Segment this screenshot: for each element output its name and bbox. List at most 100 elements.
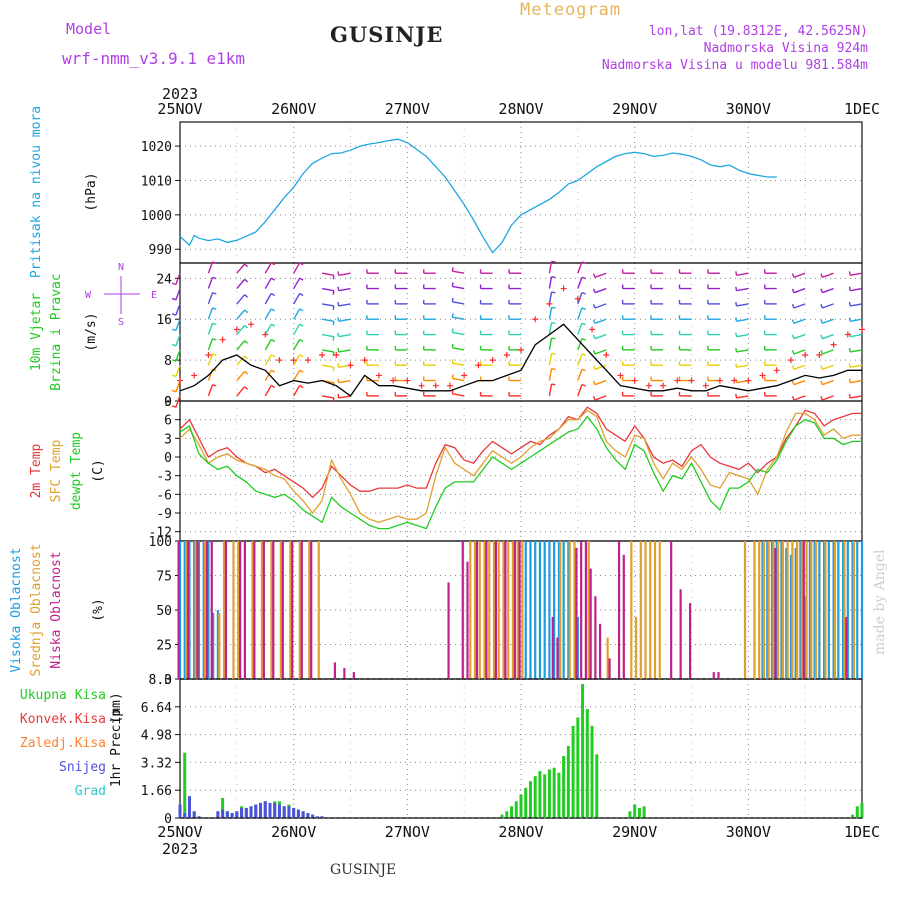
wind-barb: [736, 364, 749, 368]
y-tick-label: 0: [164, 451, 172, 466]
bar-precip_snow: [320, 816, 324, 818]
wind-barb-tick: [244, 370, 249, 375]
precip-legend-item: Konvek.Kisa: [20, 712, 106, 727]
wind-gust-marker: [759, 372, 766, 379]
wind-barb: [822, 349, 834, 355]
y-tick-label: 50: [156, 604, 172, 619]
bar-cloud_mid: [630, 541, 633, 679]
y-tick-label: 1020: [141, 140, 172, 155]
wind-barb-tick: [592, 349, 596, 355]
bar-cloud_high: [832, 541, 835, 679]
bar-cloud_mid: [791, 541, 794, 679]
bar-cloud_high: [761, 541, 764, 679]
wind-barb-tick: [581, 353, 586, 356]
location-coordinates: lon,lat (19.8312E, 42.5625N): [648, 24, 868, 39]
wind-barb-tick: [270, 323, 276, 327]
wind-barb-tick: [791, 349, 795, 355]
bar-cloud_high: [856, 541, 859, 679]
wind-barb: [793, 395, 806, 401]
bar-precip_snow: [249, 806, 253, 818]
wind-gust-marker: [361, 357, 368, 364]
bar-cloud_mid: [781, 541, 784, 679]
time-label-top: 28NOV: [498, 100, 543, 118]
bar-cloud_mid: [521, 541, 524, 679]
wind-barb: [338, 318, 351, 322]
wind-barb-tick: [581, 261, 586, 264]
bar-precip_snow: [301, 811, 305, 818]
meteogram-label: Meteogram: [520, 0, 622, 20]
time-label-top: 25NOV: [157, 100, 202, 118]
wind-gust-marker: [603, 352, 610, 358]
wind-barb-tick: [581, 322, 586, 326]
wind-barb: [822, 303, 834, 309]
y-tick-label: 6.64: [141, 701, 172, 716]
wind-barb-tick: [551, 306, 556, 309]
bar-precip_snow: [268, 802, 272, 818]
wind-barb-tick: [244, 263, 249, 268]
bar-cloud_mid: [483, 541, 486, 679]
wind-barb: [793, 318, 806, 324]
bar-precip_total: [595, 754, 599, 818]
bar-cloud_low: [466, 561, 469, 679]
wind-gust-marker: [802, 352, 809, 358]
bar-cloud_high: [562, 541, 565, 679]
wind-barb-tick: [212, 353, 217, 356]
wind-barb-tick: [299, 369, 304, 373]
wind-barb: [736, 303, 749, 307]
wind-barb-tick: [337, 393, 340, 399]
wind-barb-tick: [171, 313, 177, 316]
wind-barb-tick: [337, 347, 340, 353]
bar-precip_total: [581, 684, 585, 818]
wind-gust-marker: [404, 377, 411, 384]
bar-cloud_high: [529, 541, 532, 679]
bar-cloud_low: [475, 541, 479, 679]
wind-barb: [822, 364, 834, 370]
bar-precip_total: [514, 801, 518, 818]
pressure-label: Pritisak na nivou mora: [29, 106, 44, 278]
bar-cloud_high: [543, 541, 546, 679]
bar-cloud_low: [679, 589, 682, 679]
wind-barb: [594, 318, 607, 324]
bar-precip_total: [571, 725, 575, 818]
wind-gust-marker: [347, 362, 354, 369]
wind-direction-s: S: [118, 317, 124, 328]
wind-barb-tick: [244, 278, 249, 283]
bar-cloud_low: [272, 541, 275, 679]
bar-cloud_low: [485, 541, 488, 679]
wind-barb-tick: [244, 324, 249, 329]
wind-gust-marker: [532, 316, 539, 323]
bar-cloud_high: [197, 541, 201, 679]
wind-gust-marker: [489, 357, 496, 364]
wind-barb-tick: [592, 303, 596, 309]
wind-barb: [594, 395, 607, 401]
wind-barb: [293, 385, 301, 397]
bar-precip_total: [860, 802, 864, 818]
wind-barb: [577, 307, 583, 320]
bar-cloud_mid: [492, 541, 496, 679]
wind-gust-marker: [589, 326, 596, 333]
wind-gust-marker: [631, 377, 638, 384]
bar-cloud_mid: [786, 541, 789, 679]
wind-gust-marker: [731, 377, 738, 384]
bar-precip_snow: [178, 804, 182, 818]
bar-precip_snow: [287, 806, 291, 818]
bar-cloud_mid: [810, 541, 813, 679]
bar-cloud_high: [766, 541, 769, 679]
wind-barb-tick: [212, 276, 217, 280]
wind-barb-tick: [735, 271, 738, 276]
station-title: GUSINJE: [330, 22, 444, 47]
wind-barb-tick: [332, 397, 335, 403]
wind-barb: [736, 395, 749, 399]
bar-cloud_low: [717, 672, 720, 679]
bar-precip_total: [505, 811, 509, 818]
bar-precip_total: [851, 814, 855, 818]
wind-barb-tick: [337, 332, 340, 337]
wind-gust-marker: [446, 382, 453, 389]
bar-cloud_low: [712, 672, 715, 679]
wind-barb-tick: [270, 308, 276, 312]
wind-barb: [338, 272, 351, 276]
bar-cloud_low: [343, 667, 346, 679]
bar-cloud_mid: [317, 541, 320, 679]
precip-unit: (mm): [109, 692, 124, 723]
cloud-high-label: Visoka Oblacnost: [9, 547, 24, 672]
